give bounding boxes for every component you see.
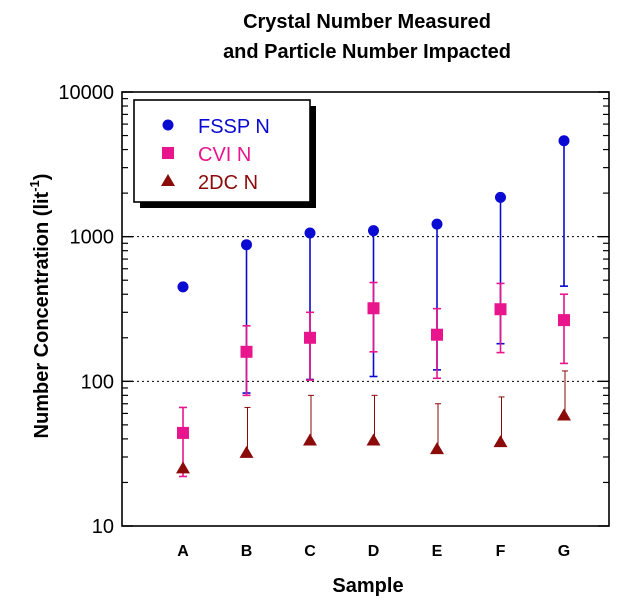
plot-frame bbox=[121, 91, 610, 527]
data-point-cvi bbox=[367, 302, 380, 315]
data-point-cvi bbox=[240, 345, 253, 358]
legend-marker-fssp bbox=[162, 119, 174, 131]
data-point-2dc bbox=[430, 442, 444, 455]
data-point-2dc bbox=[176, 461, 190, 474]
data-point-2dc bbox=[493, 435, 508, 448]
data-point-fssp bbox=[177, 281, 189, 293]
data-point-fssp bbox=[241, 239, 252, 251]
y-tick-label: 100 bbox=[81, 371, 114, 393]
y-tick-label: 1000 bbox=[70, 227, 115, 249]
data-point-fssp bbox=[304, 227, 316, 239]
y-tick-label: 10 bbox=[92, 516, 114, 538]
y-axis-title-main: Number Concentration (lit bbox=[31, 191, 53, 438]
data-layer bbox=[176, 135, 571, 478]
legend: FSSP N CVI N 2DC N bbox=[133, 99, 316, 208]
data-point-cvi bbox=[558, 314, 570, 327]
x-tick-label: G bbox=[558, 543, 570, 560]
x-tick-label: D bbox=[368, 543, 380, 560]
data-point-fssp bbox=[368, 225, 379, 237]
x-tick-label: B bbox=[241, 543, 253, 560]
data-point-cvi bbox=[431, 328, 443, 341]
data-point-fssp bbox=[558, 135, 570, 147]
y-tick-label: 10000 bbox=[58, 82, 114, 104]
legend-marker-cvi bbox=[162, 147, 174, 159]
x-tick-label: E bbox=[432, 543, 443, 560]
data-point-fssp bbox=[431, 218, 443, 230]
chart-title-line-2: and Particle Number Impacted bbox=[223, 41, 511, 63]
data-point-cvi bbox=[494, 303, 507, 316]
data-point-fssp bbox=[495, 191, 506, 203]
legend-marker-2dc bbox=[161, 174, 175, 186]
y-axis-title-superscript: -1 bbox=[27, 180, 42, 192]
axis-ticks: 10 100 1000 10000 A B C D E F G bbox=[58, 82, 609, 560]
data-point-cvi bbox=[304, 331, 316, 344]
data-point-2dc bbox=[239, 445, 254, 458]
legend-label-fssp: FSSP N bbox=[198, 116, 270, 138]
x-axis-title: Sample bbox=[332, 575, 403, 597]
x-tick-label: C bbox=[304, 543, 316, 560]
data-point-2dc bbox=[557, 408, 571, 421]
data-point-cvi bbox=[177, 426, 189, 439]
legend-label-cvi: CVI N bbox=[198, 144, 251, 166]
y-axis-title-close: ) bbox=[31, 174, 53, 181]
chart-title-line-1: Crystal Number Measured bbox=[243, 11, 491, 33]
legend-label-2dc: 2DC N bbox=[198, 172, 258, 194]
grid-lines bbox=[122, 236, 609, 382]
x-tick-label: F bbox=[496, 543, 506, 560]
data-point-2dc bbox=[303, 433, 317, 446]
data-point-2dc bbox=[366, 433, 381, 446]
y-axis-title: Number Concentration (lit-1) bbox=[27, 174, 53, 439]
x-tick-label: A bbox=[177, 543, 189, 560]
